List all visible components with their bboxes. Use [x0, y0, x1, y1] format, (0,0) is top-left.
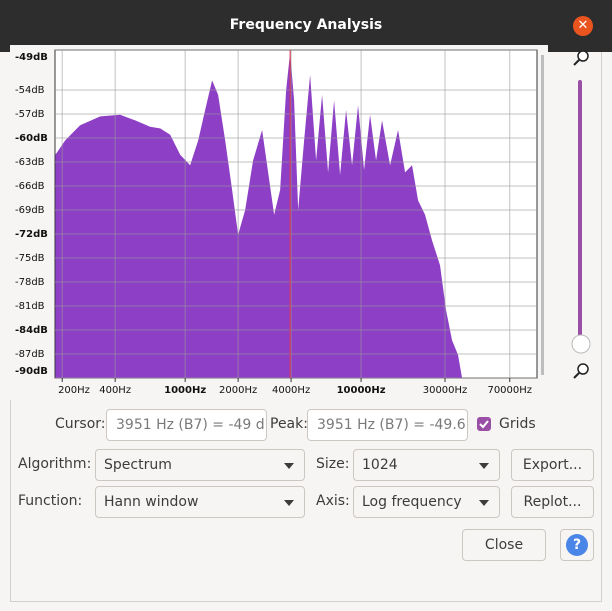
scrollbar[interactable]: [541, 55, 544, 375]
zoom-out-icon[interactable]: [573, 363, 589, 379]
size-label: Size:: [316, 456, 350, 472]
spectrum-area: [55, 52, 463, 379]
x-tick-label: 10000Hz: [337, 385, 386, 396]
help-icon: ?: [566, 534, 588, 556]
x-tick-label: 30000Hz: [423, 385, 468, 396]
axis-label: Axis:: [316, 493, 350, 509]
y-tick-label: -49dB: [15, 52, 48, 63]
y-tick-label: -75dB: [15, 253, 45, 264]
peak-field[interactable]: 3951 Hz (B7) = -49.6 dB: [307, 409, 468, 441]
window-title: Frequency Analysis: [229, 17, 383, 33]
zoom-track[interactable]: [578, 80, 582, 342]
x-tick-label: 200Hz: [58, 385, 90, 396]
function-label: Function:: [18, 493, 83, 509]
y-tick-label: -81dB: [15, 301, 45, 312]
cursor-label: Cursor:: [55, 416, 106, 432]
y-tick-label: -60dB: [15, 133, 48, 144]
y-tick-label: -78dB: [15, 277, 45, 288]
zoom-knob[interactable]: [571, 334, 591, 354]
algorithm-label: Algorithm:: [18, 456, 92, 472]
close-icon[interactable]: ✕: [573, 16, 593, 36]
plot: -49dB -54dB -57dB -60dB -63dB -66dB -69dB -72dB…: [10, 45, 548, 400]
peak-label: Peak:: [270, 416, 308, 432]
size-combo[interactable]: 1024: [353, 449, 500, 481]
y-tick-label: -90dB: [15, 366, 48, 377]
y-tick-label: -72dB: [15, 229, 48, 240]
cursor-field[interactable]: 3951 Hz (B7) = -49 dB: [106, 409, 267, 441]
x-tick-label: 2000Hz: [219, 385, 257, 396]
title-bar: Frequency Analysis ✕: [0, 0, 612, 52]
x-tick-label: 4000Hz: [272, 385, 310, 396]
zoom-in-icon[interactable]: [573, 50, 589, 66]
function-combo[interactable]: Hann window: [95, 486, 305, 518]
y-tick-label: -63dB: [15, 157, 45, 168]
export-button[interactable]: Export...: [511, 449, 594, 481]
axis-combo[interactable]: Log frequency: [353, 486, 500, 518]
y-tick-label: -66dB: [15, 181, 45, 192]
y-tick-label: -54dB: [15, 85, 45, 96]
algorithm-combo[interactable]: Spectrum: [95, 449, 305, 481]
y-tick-label: -69dB: [15, 205, 45, 216]
replot-button[interactable]: Replot...: [511, 486, 594, 518]
x-tick-label: 1000Hz: [164, 385, 206, 396]
y-tick-label: -84dB: [15, 325, 48, 336]
y-tick-label: -87dB: [15, 349, 45, 360]
grids-label: Grids: [499, 416, 536, 432]
y-tick-label: -57dB: [15, 109, 45, 120]
help-button[interactable]: ?: [560, 529, 594, 561]
grids-checkbox[interactable]: [477, 417, 491, 431]
x-tick-label: 70000Hz: [487, 385, 532, 396]
x-tick-label: 400Hz: [99, 385, 131, 396]
check-mark: [479, 420, 489, 429]
spectrum-chart: -49dB -54dB -57dB -60dB -63dB -66dB -69dB -72dB…: [10, 45, 591, 400]
close-button[interactable]: Close: [462, 529, 546, 561]
